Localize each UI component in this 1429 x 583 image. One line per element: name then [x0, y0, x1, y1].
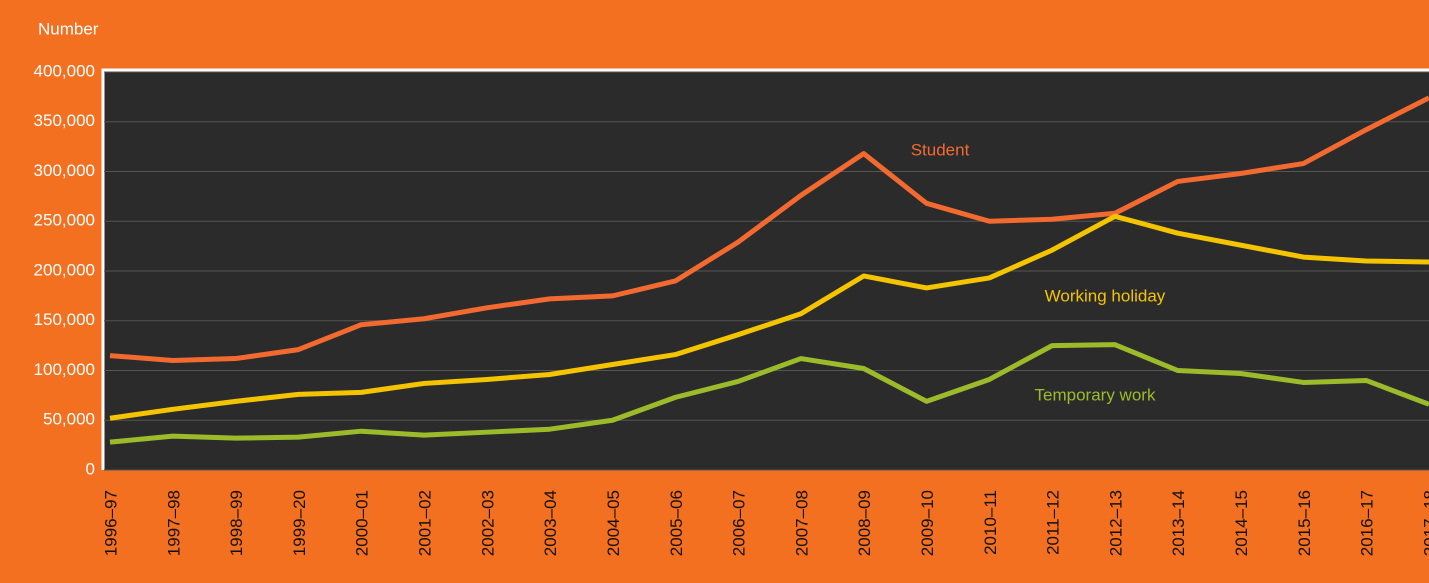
y-tick-label: 100,000: [34, 360, 95, 379]
x-tick-label: 2000–01: [353, 490, 372, 556]
x-tick-label: 2016–17: [1358, 490, 1377, 556]
y-tick-label: 50,000: [43, 410, 95, 429]
series-label: Student: [911, 140, 970, 159]
x-tick-label: 2014–15: [1232, 490, 1251, 556]
y-tick-label: 300,000: [34, 161, 95, 180]
series-line: [109, 213, 1429, 421]
x-tick-label: 2011–12: [1044, 490, 1063, 555]
plot-border: [101, 68, 1429, 470]
y-tick-label: 350,000: [34, 111, 95, 130]
y-tick-label: 150,000: [34, 310, 95, 329]
y-tick-label: 250,000: [34, 211, 95, 230]
x-tick-label: 2005–06: [667, 490, 686, 556]
x-tick-label: 2007–08: [792, 490, 811, 556]
x-tick-label: 2004–05: [604, 490, 623, 556]
x-tick-label: 2006–07: [730, 490, 749, 556]
x-tick-label: 1996–97: [101, 490, 120, 556]
series-label: Working holiday: [1045, 286, 1166, 305]
x-tick-label: 2008–09: [855, 490, 874, 556]
x-tick-label: 1997–98: [164, 490, 183, 556]
y-tick-label: 0: [86, 459, 95, 478]
plot-area: [103, 70, 1429, 470]
x-tick-label: 2010–11: [981, 490, 1000, 555]
y-tick-label: 200,000: [34, 260, 95, 279]
x-tick-label: 2015–16: [1295, 490, 1314, 556]
x-tick-label: 2002–03: [478, 490, 497, 556]
x-tick-label: 2013–14: [1169, 490, 1188, 556]
y-tick-label: 400,000: [34, 61, 95, 80]
series-line: [109, 342, 1429, 445]
x-tick-label: 2012–13: [1106, 490, 1125, 556]
x-tick-label: 1998–99: [227, 490, 246, 556]
x-tick-label: 2009–10: [918, 490, 937, 556]
y-axis-label: Number: [38, 19, 99, 38]
series-label: Temporary work: [1035, 385, 1156, 404]
x-tick-label: 2001–02: [416, 490, 435, 556]
x-tick-label: 2003–04: [541, 490, 560, 556]
x-tick-label: 1999–20: [290, 490, 309, 556]
series-line: [109, 95, 1429, 364]
x-tick-label: 2017–18: [1420, 490, 1429, 556]
